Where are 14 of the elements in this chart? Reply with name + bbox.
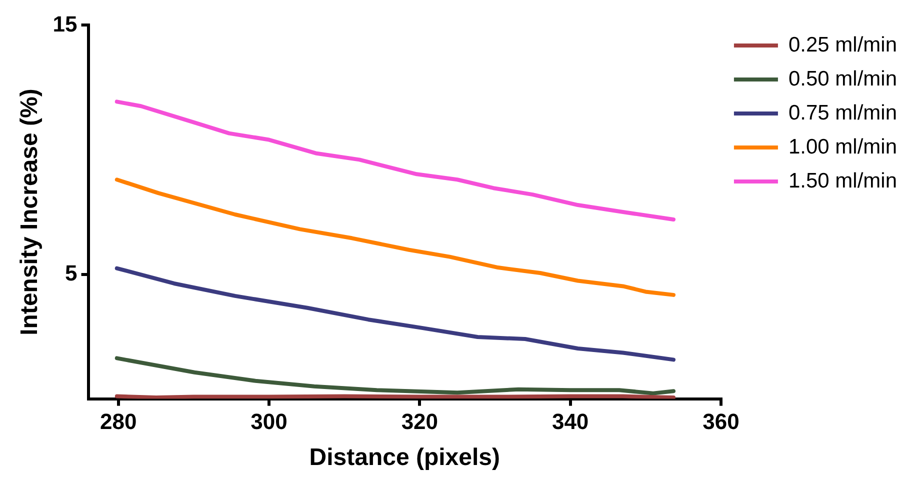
x-tick-label: 340 bbox=[552, 409, 589, 434]
legend-label: 0.75 ml/min bbox=[788, 101, 898, 124]
y-tick-label: 15 bbox=[52, 11, 78, 36]
x-tick-label: 300 bbox=[250, 409, 288, 434]
legend-label: 1.00 ml/min bbox=[788, 135, 898, 158]
legend-label: 1.50 ml/min bbox=[788, 169, 898, 192]
legend-label: 0.50 ml/min bbox=[788, 67, 898, 90]
x-axis-title: Distance (pixels) bbox=[309, 444, 500, 472]
x-tick-label: 320 bbox=[401, 409, 438, 434]
y-tick-label: 5 bbox=[65, 260, 78, 286]
x-tick-label: 280 bbox=[100, 409, 137, 434]
legend-label: 0.25 ml/min bbox=[788, 33, 898, 56]
x-tick-label: 360 bbox=[702, 409, 740, 434]
y-axis-title: Intensity Increase (%) bbox=[16, 88, 44, 336]
